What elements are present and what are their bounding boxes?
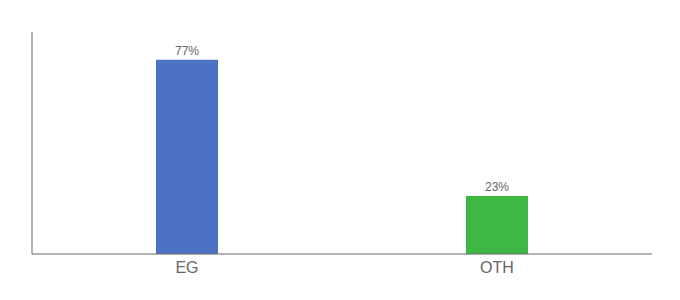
svg-text:OTH: OTH [480, 259, 514, 276]
svg-text:EG: EG [175, 259, 198, 276]
svg-text:77%: 77% [175, 44, 199, 58]
svg-text:23%: 23% [485, 180, 509, 194]
